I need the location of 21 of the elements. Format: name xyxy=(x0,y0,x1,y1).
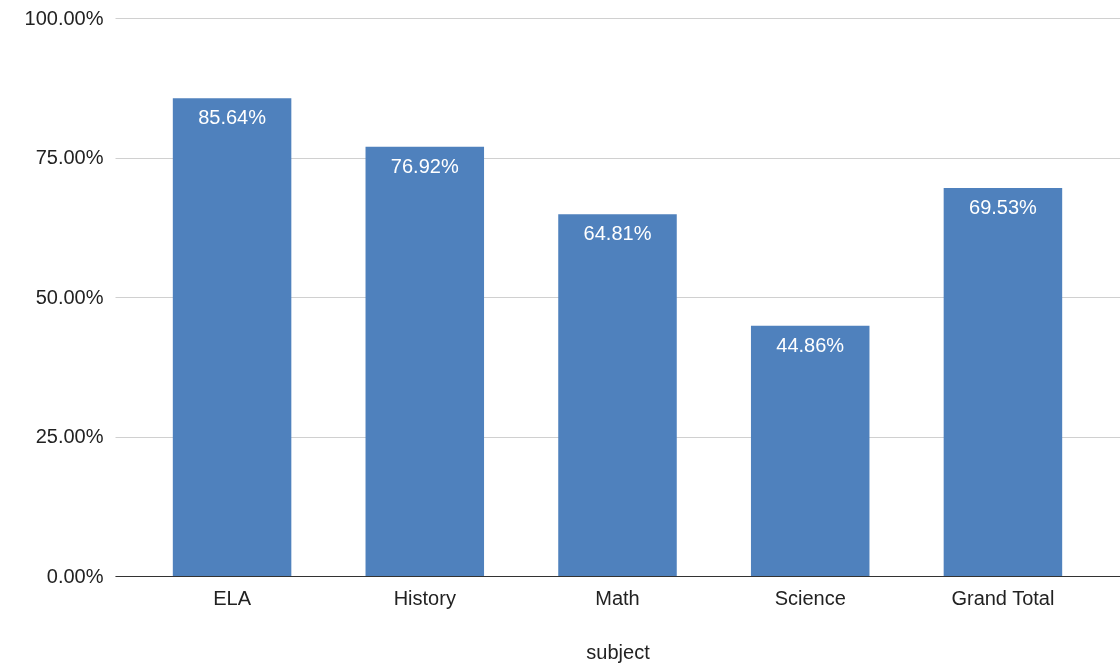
y-tick-label: 100.00% xyxy=(24,6,104,29)
y-tick-label: 50.00% xyxy=(35,285,104,308)
data-label: 76.92% xyxy=(390,154,459,177)
data-label: 64.81% xyxy=(583,222,652,245)
bar xyxy=(943,188,1063,576)
bar xyxy=(365,146,485,576)
x-tick-label: History xyxy=(393,586,456,609)
bar xyxy=(750,325,870,576)
data-label: 44.86% xyxy=(776,333,845,356)
data-label: 69.53% xyxy=(969,196,1038,219)
y-tick-label: 0.00% xyxy=(46,564,104,587)
x-tick-label: Math xyxy=(595,586,640,609)
bar xyxy=(172,98,292,576)
x-axis-title: subject xyxy=(586,640,651,663)
x-tick-label: Grand Total xyxy=(951,586,1055,609)
bar xyxy=(558,214,677,576)
x-tick-label: ELA xyxy=(213,586,252,609)
data-label: 85.64% xyxy=(198,106,267,129)
y-tick-label: 75.00% xyxy=(35,146,104,168)
x-tick-label: Science xyxy=(774,586,846,609)
y-tick-label: 25.00% xyxy=(35,425,104,447)
